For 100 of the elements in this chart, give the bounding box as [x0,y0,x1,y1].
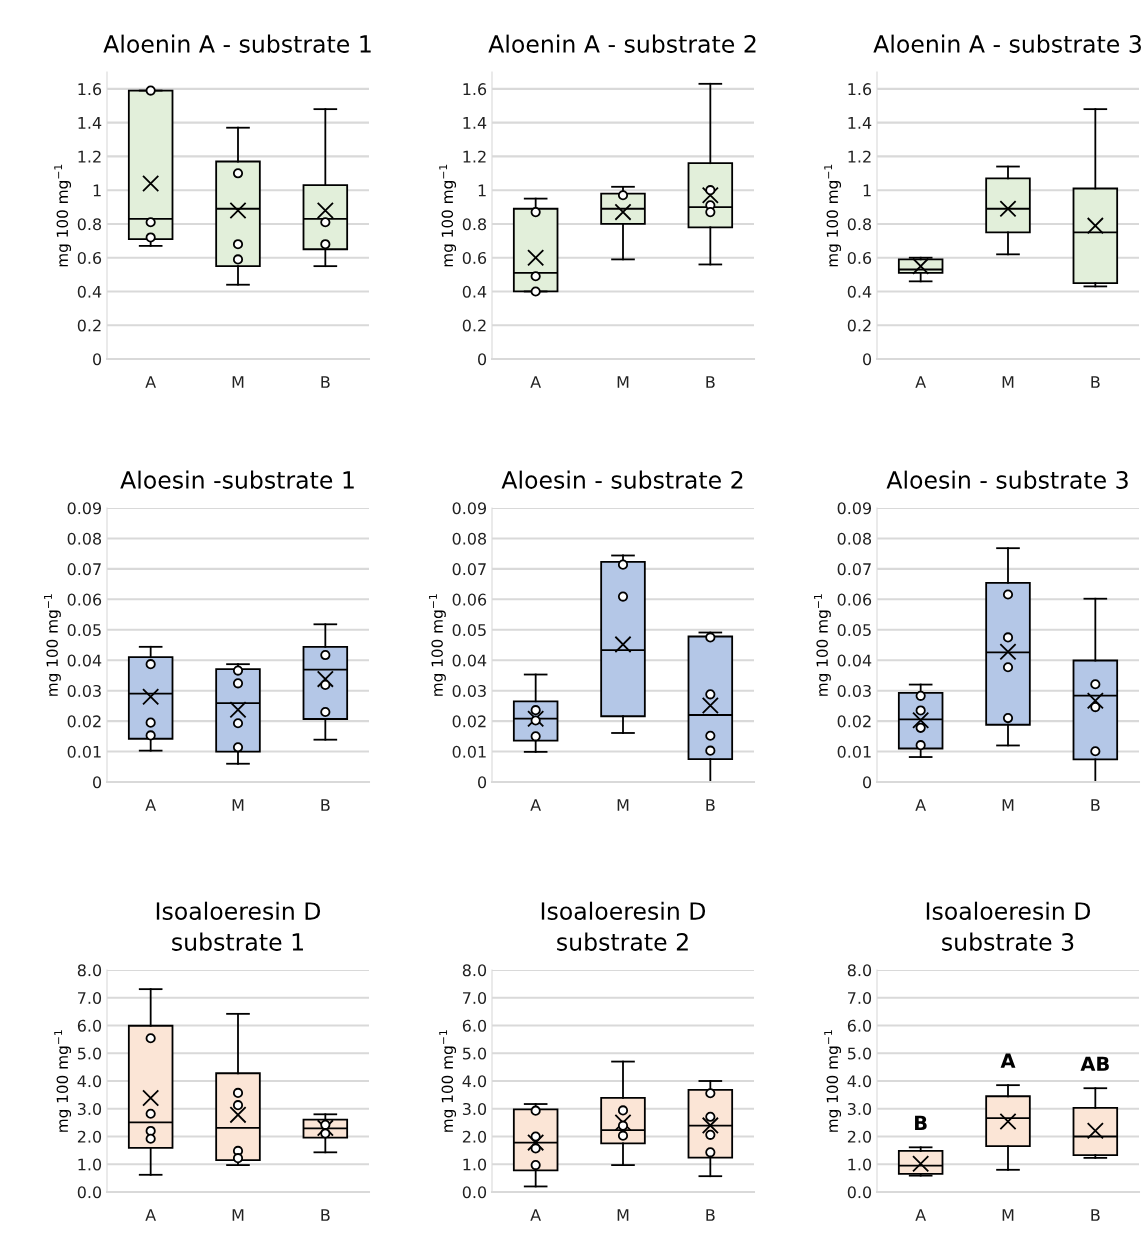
y-tick-label: 0.09 [452,502,487,515]
y-tick-label: 3.0 [847,1102,872,1116]
y-tick-label: 0.4 [847,285,872,298]
chart-title: Aloesin - substrate 2 [501,470,743,489]
y-axis-title: mg 100 mg$^{−1}$ [44,594,61,696]
y-axis-title: mg 100 mg$^{−1}$ [824,1030,842,1132]
y-tick-label: 0.2 [847,319,871,332]
annotation: AB [1080,1056,1109,1071]
y-tick-label: 0.09 [837,502,872,515]
x-tick-label: A [915,799,926,811]
y-tick-label: 0 [863,776,872,789]
y-tick-label: 3.0 [462,1102,487,1116]
y-tick-label: 1 [93,184,101,197]
y-tick-label: 3.0 [77,1102,102,1116]
y-axis-title: mg 100 mg$^{−1}$ [439,1030,457,1132]
y-axis-title: mg 100 mg$^{−1}$ [814,594,831,696]
y-tick-label: 1.6 [848,83,872,96]
y-tick-label: 0.03 [67,684,101,697]
y-tick-label: 0.02 [837,715,871,728]
chart-title: Isoaloeresin D substrate 3 [926,901,1091,951]
y-tick-label: 0.0 [462,1186,487,1199]
y-tick-label: 5.0 [847,1047,872,1060]
y-tick-label: 8.0 [462,964,487,977]
y-tick-label: 4.0 [847,1075,872,1088]
chart-title: Isoaloeresin D substrate 1 [156,901,321,951]
y-tick-label: 1.6 [78,83,102,96]
y-tick-label: 0 [863,353,872,366]
y-axis-title: mg 100 mg$^{−1}$ [54,164,72,267]
chart-title: Aloesin - substrate 3 [886,470,1128,489]
y-tick-label: 1.0 [78,1158,102,1171]
y-tick-label: 0.4 [77,285,102,298]
y-tick-label: 4.0 [77,1075,102,1088]
y-tick-label: 0.02 [452,715,486,728]
x-tick-label: B [1091,799,1100,811]
y-tick-label: 0.01 [67,745,101,758]
x-tick-label: A [530,799,541,811]
y-tick-label: 0.0 [847,1186,872,1199]
x-tick-label: M [617,799,629,811]
y-tick-label: 0.0 [77,1186,102,1199]
y-tick-label: 0.06 [67,593,102,606]
x-tick-label: B [1091,1209,1100,1221]
y-tick-label: 0.01 [837,745,871,758]
y-tick-label: 6.0 [462,1019,487,1032]
x-tick-label: A [915,376,926,388]
x-tick-label: M [232,1209,244,1221]
x-tick-label: M [1002,799,1014,811]
y-tick-label: 0.8 [462,218,487,231]
y-tick-label: 5.0 [462,1047,487,1060]
y-axis-title: mg 100 mg$^{−1}$ [54,1030,72,1132]
y-tick-label: 0.07 [452,563,486,576]
x-tick-label: B [706,799,715,811]
x-tick-label: B [321,376,330,388]
y-tick-label: 7.0 [78,991,102,1005]
y-tick-label: 0.01 [452,745,486,758]
y-tick-label: 1.2 [78,150,101,163]
y-tick-label: 0.09 [67,502,102,515]
y-tick-label: 2.0 [462,1130,487,1143]
y-tick-label: 0.8 [77,218,102,231]
y-tick-label: 1.4 [848,117,872,129]
x-tick-label: M [617,1209,629,1221]
x-tick-label: B [1091,376,1100,388]
annotation: A [1000,1053,1016,1068]
y-tick-label: 0.03 [837,684,871,697]
y-tick-label: 1.4 [78,117,102,129]
y-tick-label: 6.0 [847,1019,872,1032]
y-tick-label: 8.0 [847,964,872,977]
y-tick-label: 0.04 [67,654,102,667]
chart-title: Aloenin A - substrate 3 [873,34,1141,53]
x-tick-label: M [232,799,244,811]
x-tick-label: A [530,1209,541,1221]
y-tick-label: 1.0 [463,1158,487,1171]
x-tick-label: B [706,376,715,388]
y-tick-label: 8.0 [77,964,102,977]
chart-title: Isoaloeresin D substrate 2 [541,901,706,951]
x-tick-label: A [530,376,541,388]
x-tick-label: M [232,376,244,388]
x-tick-label: B [321,1209,330,1221]
y-tick-label: 0.04 [452,654,487,667]
x-tick-label: M [1002,376,1014,388]
y-tick-label: 0.05 [452,623,486,637]
y-tick-label: 0.02 [67,715,101,728]
y-tick-label: 0 [478,776,487,789]
y-tick-label: 0.07 [837,563,871,576]
y-tick-label: 0.08 [452,532,487,545]
y-tick-label: 1.6 [463,83,487,96]
y-tick-label: 0.04 [837,654,872,667]
y-tick-label: 0.07 [67,563,101,576]
x-tick-label: A [145,376,156,388]
y-tick-label: 0.6 [462,251,487,264]
y-tick-label: 0.6 [77,251,102,264]
x-tick-label: A [915,1209,926,1221]
y-tick-label: 0 [478,353,487,366]
y-tick-label: 2.0 [77,1130,102,1143]
y-tick-label: 4.0 [462,1075,487,1088]
y-tick-label: 0.6 [847,251,872,264]
x-tick-label: A [145,799,156,811]
y-tick-label: 0.03 [452,684,486,697]
y-tick-label: 7.0 [848,991,872,1005]
y-axis-title: mg 100 mg$^{−1}$ [429,594,446,696]
y-tick-label: 1.2 [848,150,871,163]
